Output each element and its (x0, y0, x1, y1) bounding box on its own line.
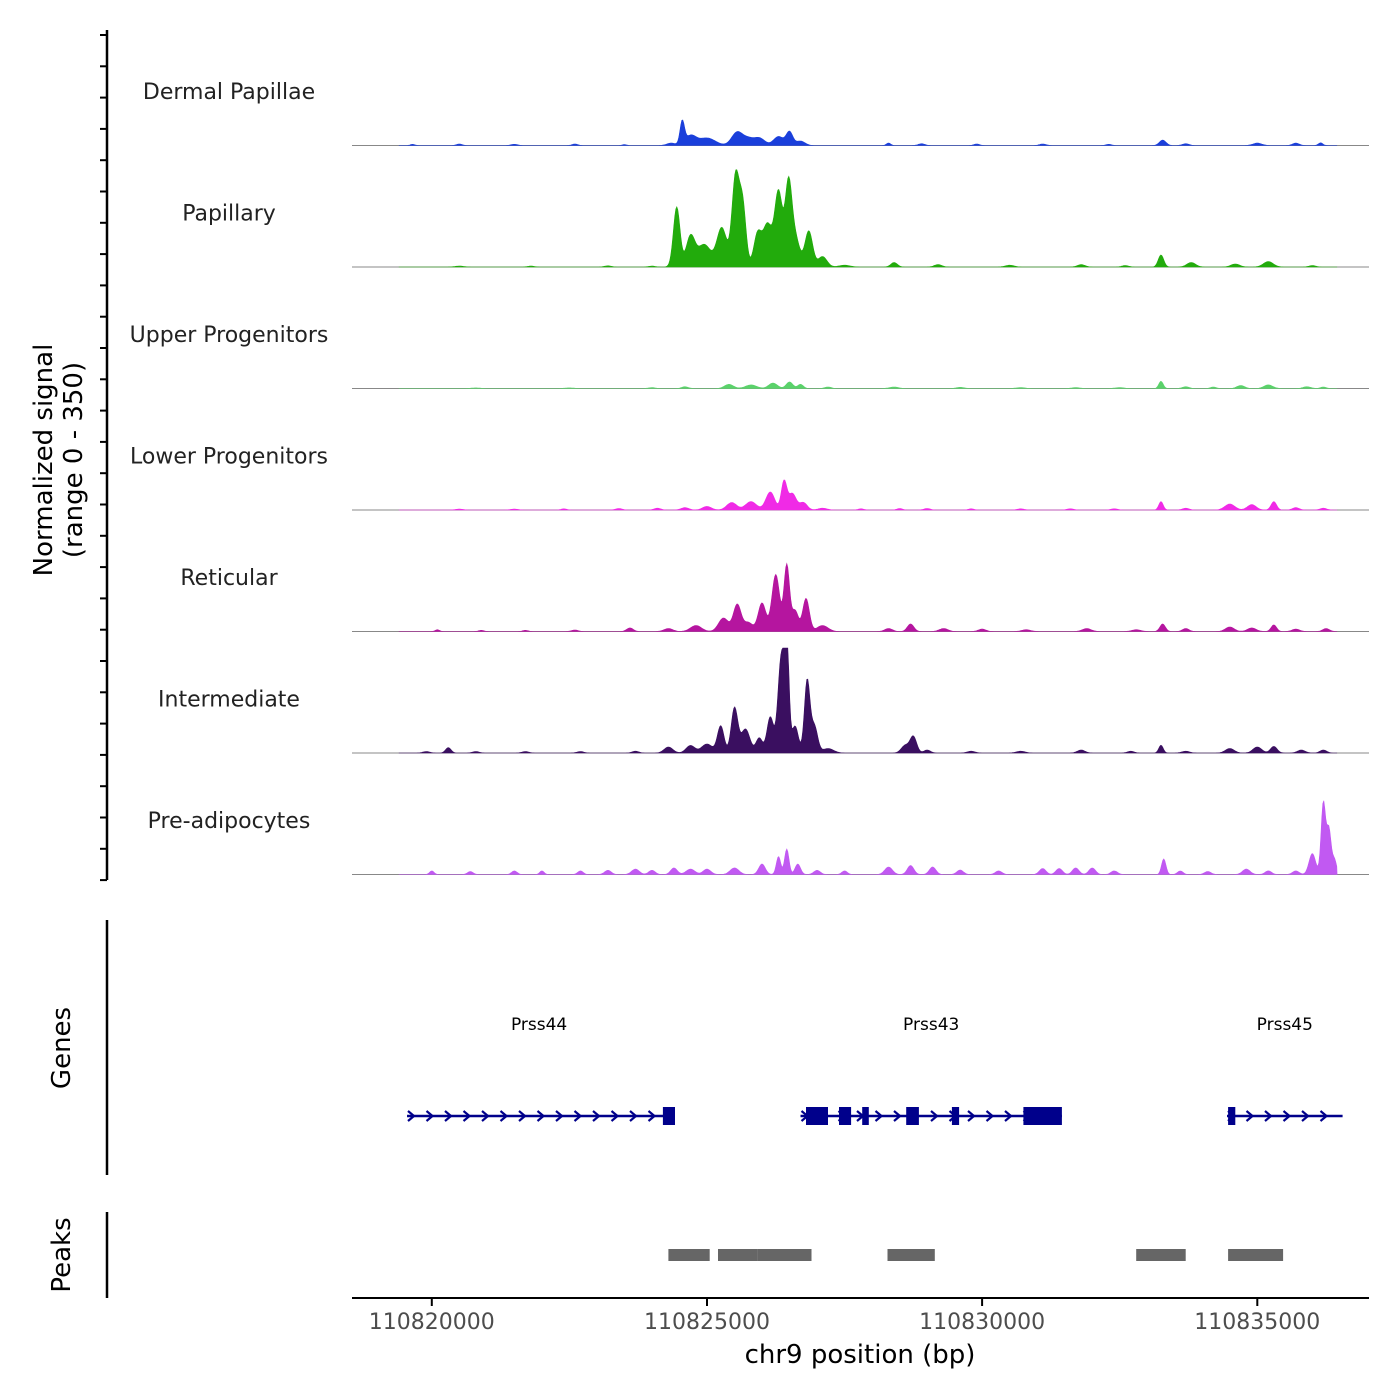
coverage-y-ticks (100, 34, 107, 882)
track-intermediate: Intermediate (158, 647, 1369, 754)
signal-area (398, 800, 1338, 875)
peaks-title: Peaks (47, 1217, 77, 1292)
peaks-title-group: Peaks (47, 1217, 77, 1292)
genes-title-group: Genes (47, 1007, 77, 1089)
strand-arrow (610, 1110, 620, 1122)
x-tick-label: 110820000 (369, 1310, 495, 1335)
signal-area (398, 479, 1338, 511)
gene-name: Prss45 (1257, 1015, 1313, 1035)
peak-regions (668, 1249, 1284, 1261)
peak (1136, 1249, 1186, 1261)
signal-area (398, 647, 1338, 754)
strand-arrow (518, 1110, 527, 1122)
gene-prss43: Prss43 (800, 1015, 1062, 1125)
strand-arrow (536, 1110, 546, 1122)
strand-arrow (499, 1110, 509, 1122)
exon (906, 1107, 919, 1125)
strand-arrow (573, 1110, 583, 1122)
signal-area (398, 562, 1338, 632)
x-tick-label: 110830000 (919, 1310, 1045, 1335)
strand-arrow (1004, 1110, 1013, 1122)
track-dermal-papillae: Dermal Papillae (143, 80, 1369, 146)
strand-arrow (985, 1110, 995, 1122)
exon (862, 1107, 869, 1125)
strand-arrow (1245, 1110, 1255, 1122)
strand-arrow (555, 1110, 564, 1122)
peak (757, 1249, 812, 1261)
gene-name: Prss44 (511, 1015, 567, 1035)
strand-arrow (592, 1110, 601, 1122)
gene-prss44: Prss44 (407, 1015, 675, 1125)
signal-area (398, 119, 1338, 146)
x-tick-label: 110835000 (1194, 1310, 1320, 1335)
strand-arrow (407, 1110, 416, 1122)
peak (1228, 1249, 1284, 1261)
x-axis-title: chr9 position (bp) (745, 1340, 976, 1370)
track-label: Reticular (180, 566, 278, 591)
exon (806, 1107, 828, 1125)
strand-arrow (1282, 1110, 1292, 1122)
exon (1023, 1107, 1062, 1125)
gene-name: Prss43 (903, 1015, 959, 1035)
track-label: Pre-adipocytes (148, 809, 311, 834)
track-pre-adipocytes: Pre-adipocytes (148, 800, 1369, 875)
track-lower-progenitors: Lower Progenitors (130, 445, 1369, 511)
y-axis-title-line1: Normalized signal (29, 344, 59, 577)
coverage-tracks: Dermal Papillae Papillary Upper Progenitor… (130, 80, 1369, 875)
genes-title: Genes (47, 1007, 77, 1089)
exon (1228, 1107, 1236, 1125)
y-axis-title-line2: (range 0 - 350) (59, 362, 89, 558)
signal-area (398, 169, 1338, 268)
track-label: Intermediate (158, 688, 300, 713)
track-label: Papillary (182, 202, 276, 227)
track-reticular: Reticular (180, 562, 1369, 632)
gene-annotations: Prss44 Prss43 Prss45 (407, 1015, 1343, 1125)
track-upper-progenitors: Upper Progenitors (130, 323, 1369, 389)
gene-prss45: Prss45 (1227, 1015, 1343, 1125)
signal-area (398, 380, 1338, 389)
track-label: Dermal Papillae (143, 80, 315, 105)
exon (951, 1107, 960, 1125)
peak (887, 1249, 935, 1261)
track-label: Upper Progenitors (130, 323, 329, 348)
peak (668, 1249, 710, 1261)
track-papillary: Papillary (182, 169, 1369, 268)
strand-arrow (874, 1110, 884, 1122)
x-tick-label: 110825000 (644, 1310, 770, 1335)
strand-arrow (930, 1110, 939, 1122)
y-axis-title: Normalized signal (range 0 - 350) (29, 344, 89, 577)
strand-arrow (1301, 1110, 1310, 1122)
strand-arrow (481, 1110, 490, 1122)
exon (839, 1107, 852, 1125)
strand-arrow (462, 1110, 472, 1122)
strand-arrow (967, 1110, 976, 1122)
track-label: Lower Progenitors (130, 445, 328, 470)
strand-arrow (444, 1110, 453, 1122)
strand-arrow (1319, 1110, 1329, 1122)
peak (718, 1249, 758, 1261)
strand-arrow (629, 1110, 638, 1122)
strand-arrow (425, 1110, 435, 1122)
strand-arrow (647, 1110, 657, 1122)
strand-arrow (893, 1110, 902, 1122)
exon (662, 1107, 675, 1125)
strand-arrow (1264, 1110, 1273, 1122)
x-axis-ticks: 110820000 110825000 110830000 110835000 (369, 1298, 1320, 1335)
